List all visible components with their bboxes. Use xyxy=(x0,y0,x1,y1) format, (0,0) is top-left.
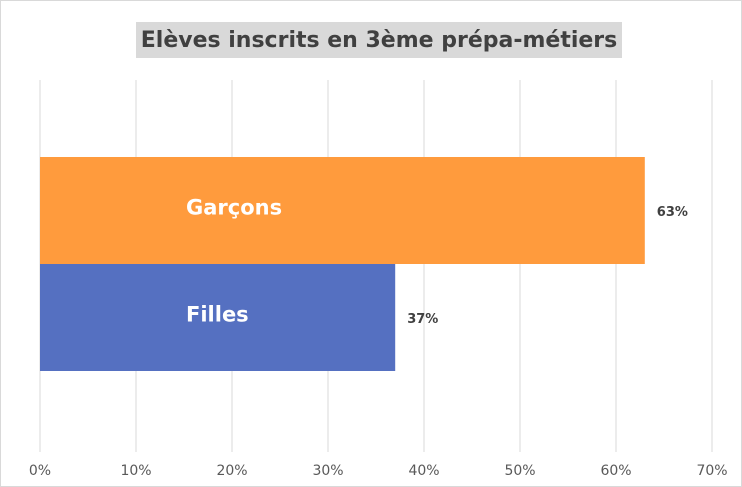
value-label: 63% xyxy=(657,205,688,220)
bar xyxy=(40,157,645,264)
x-tick-label: 40% xyxy=(408,463,439,479)
x-tick-label: 30% xyxy=(312,463,343,479)
category-label: Garçons xyxy=(186,196,282,220)
title-background xyxy=(136,22,622,58)
value-label: 37% xyxy=(407,312,438,327)
category-label: Filles xyxy=(186,303,249,327)
bar xyxy=(40,264,396,371)
x-tick-label: 0% xyxy=(29,463,51,479)
chart-title: Elèves inscrits en 3ème prépa-métiers xyxy=(141,28,618,53)
x-tick-label: 10% xyxy=(120,463,151,479)
x-tick-label: 20% xyxy=(216,463,247,479)
x-tick-label: 70% xyxy=(696,463,727,479)
x-tick-label: 60% xyxy=(600,463,631,479)
x-tick-label: 50% xyxy=(504,463,535,479)
